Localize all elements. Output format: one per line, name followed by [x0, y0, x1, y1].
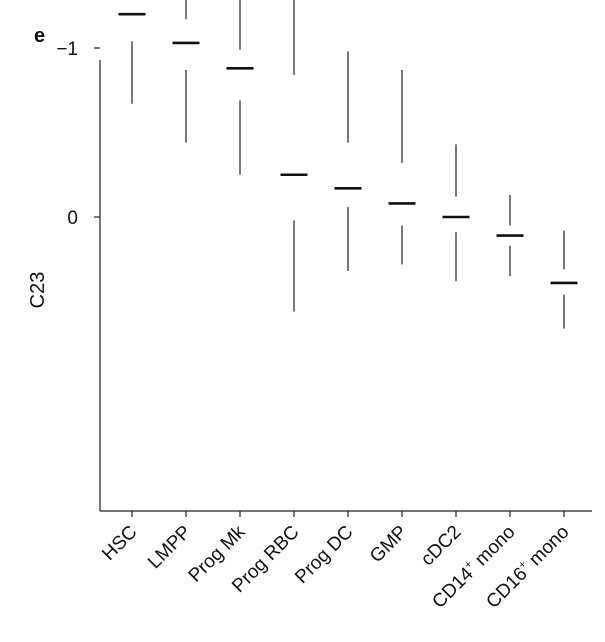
- x-tick-label: HSC: [98, 522, 141, 565]
- box-hsc: [118, 12, 146, 104]
- box-prog-dc: [334, 51, 362, 272]
- x-tick-label: cDC2: [417, 522, 465, 570]
- box-cdc2: [442, 144, 470, 282]
- box-prog-rbc: [280, 0, 308, 312]
- x-tick-label: GMP: [366, 522, 411, 567]
- y-ticks: 0 −1: [56, 39, 100, 229]
- panel-letter: e: [34, 25, 45, 47]
- y-tick-label: −1: [56, 39, 78, 60]
- y-tick-label: 0: [67, 208, 78, 229]
- box-cd14-mono: [496, 195, 524, 277]
- box-prog-mk: [226, 0, 254, 175]
- boxes: [118, 0, 578, 329]
- box-cd16-mono: [550, 230, 578, 329]
- box-gmp: [388, 69, 416, 265]
- x-tick-label: LMPP: [144, 522, 195, 573]
- y-axis-title: C23: [27, 272, 49, 309]
- x-tick-label: Prog DC: [291, 522, 357, 588]
- box-lmpp: [172, 0, 200, 143]
